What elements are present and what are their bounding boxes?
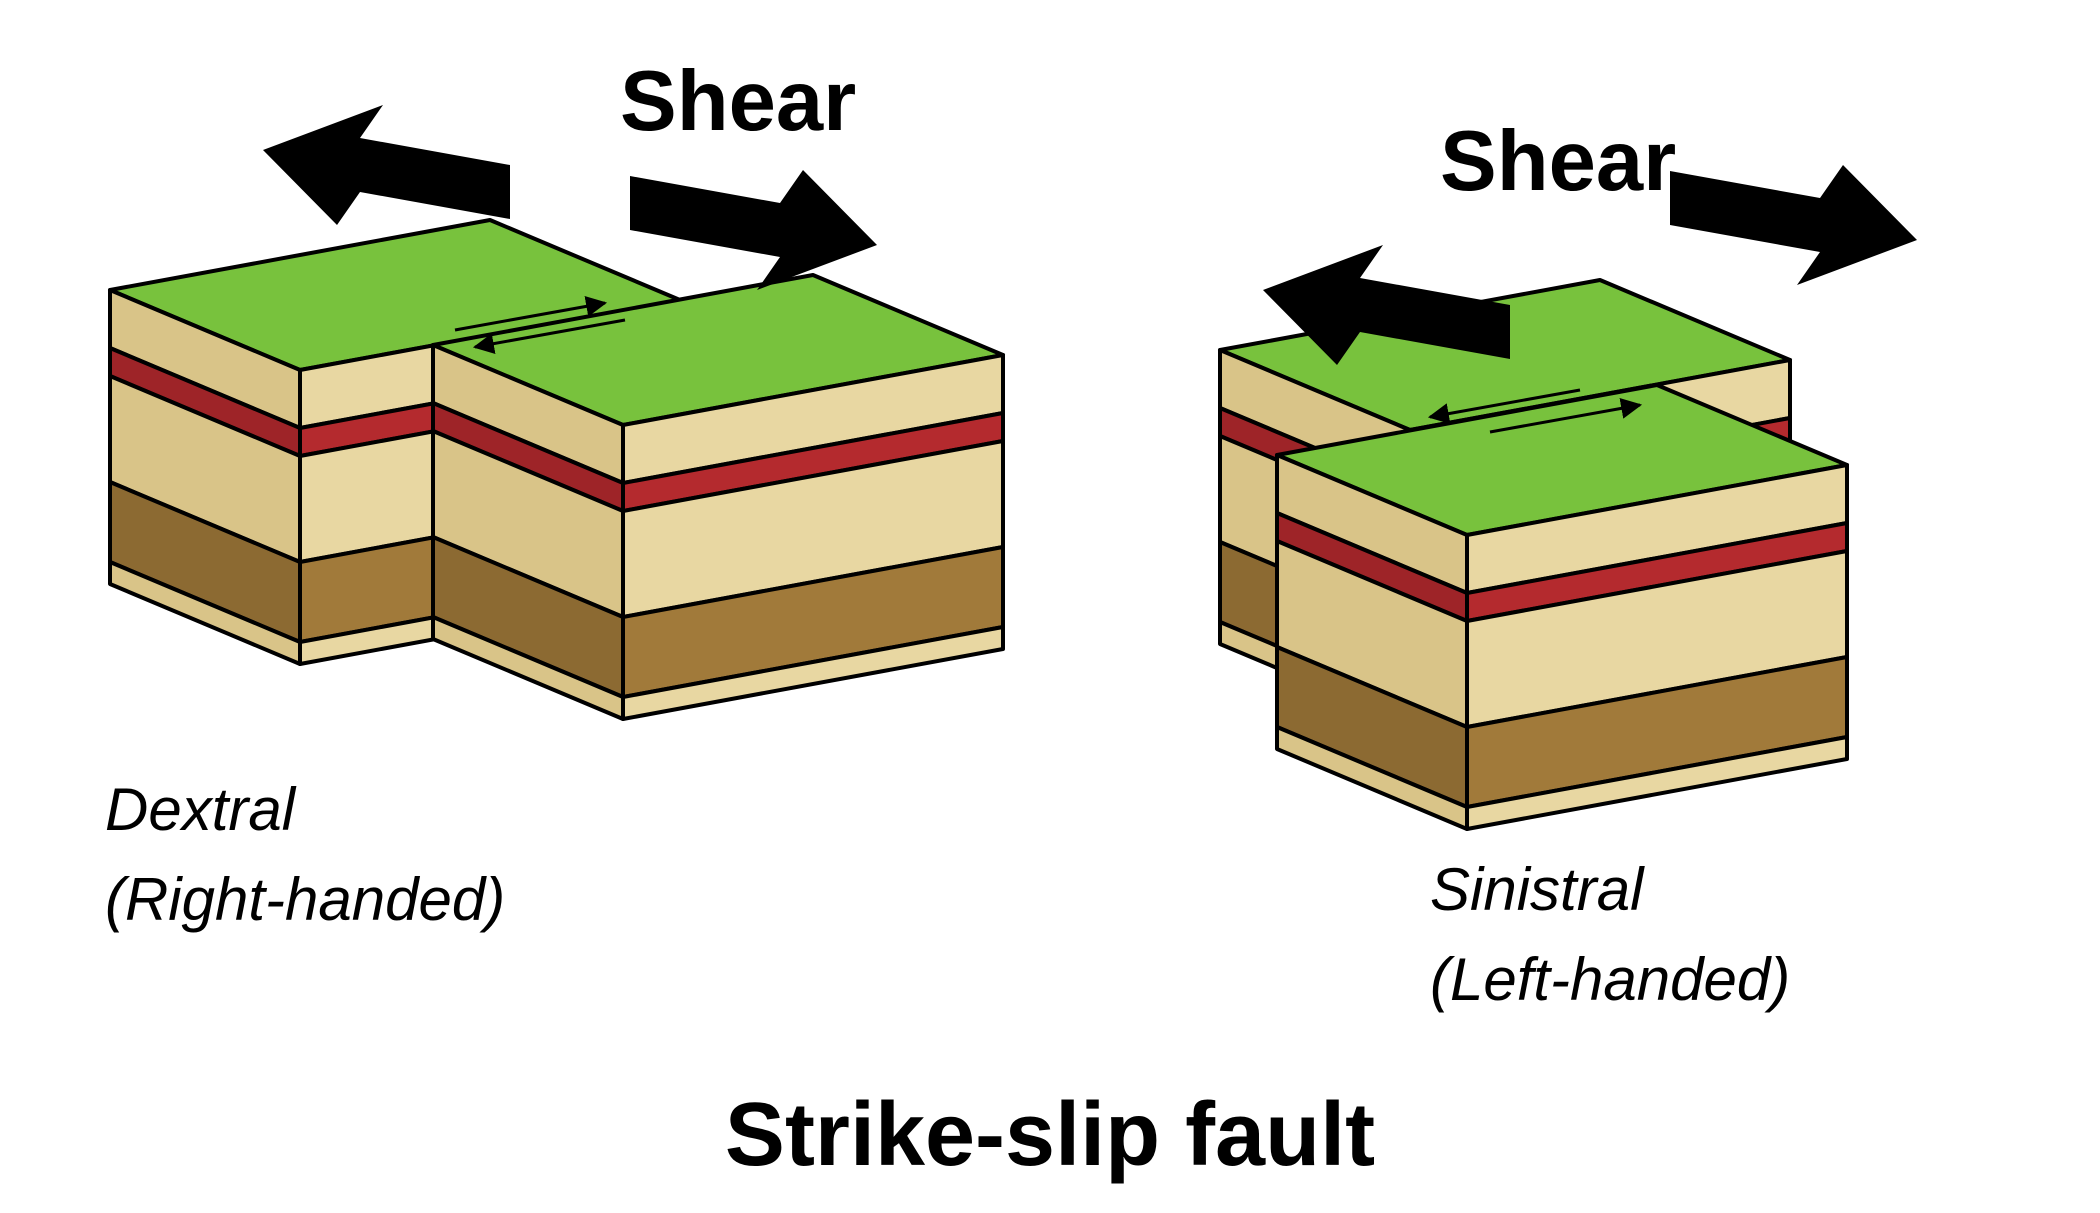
- sinistral-diagram: Shear Sinistral (Left-handed): [1220, 114, 1917, 1013]
- strike-slip-diagram: Shear Dextral (Right-handed): [0, 0, 2100, 1213]
- main-title: Strike-slip fault: [725, 1085, 1375, 1185]
- dex-shear-label: Shear: [620, 54, 856, 149]
- dextral-diagram: Shear Dextral (Right-handed): [50, 54, 1080, 940]
- sin-caption-2: (Left-handed): [1430, 946, 1790, 1013]
- dex-caption-2: (Right-handed): [105, 866, 505, 933]
- sin-shear-label: Shear: [1440, 114, 1676, 209]
- dex-caption-1: Dextral: [105, 776, 297, 843]
- sin-caption-1: Sinistral: [1430, 856, 1645, 923]
